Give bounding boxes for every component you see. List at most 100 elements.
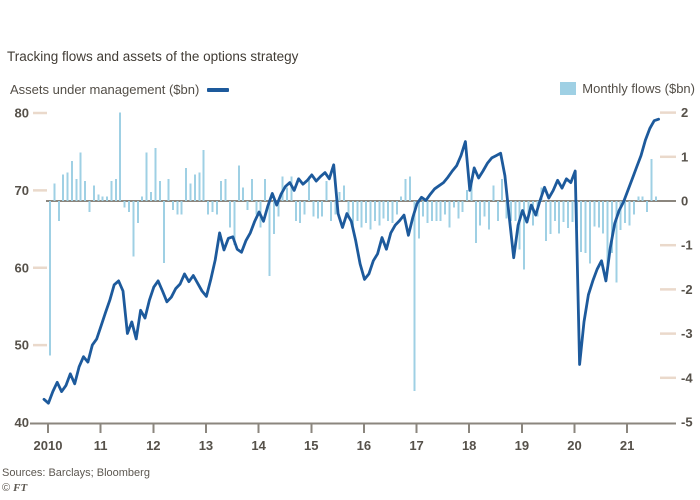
left-axis-label: 60 <box>15 260 29 275</box>
flows-bar-swatch-icon <box>560 82 577 95</box>
flow-bar <box>466 189 468 201</box>
flow-bar <box>558 201 561 234</box>
flow-bar <box>268 201 271 277</box>
flow-bar <box>49 201 51 356</box>
flow-bar <box>308 176 310 201</box>
flow-bar <box>343 185 346 201</box>
flow-bar <box>338 192 341 201</box>
flow-bar <box>593 201 596 227</box>
flow-bar <box>334 201 337 215</box>
x-axis-year-label: 16 <box>357 438 371 453</box>
x-axis-year-label: 13 <box>199 438 213 453</box>
flow-bar <box>413 201 416 392</box>
flow-bar <box>356 201 359 221</box>
flow-bar <box>250 178 253 201</box>
flow-bar <box>553 201 556 221</box>
right-axis-label: 1 <box>681 149 688 164</box>
flow-bar <box>637 196 640 201</box>
flow-bar <box>71 161 73 201</box>
flow-bar <box>531 201 534 226</box>
flow-bar <box>132 201 135 257</box>
flow-bar <box>470 183 473 201</box>
flow-bar <box>66 172 69 201</box>
flow-bar <box>92 185 95 201</box>
flow-bar <box>457 201 460 219</box>
x-axis-year-label: 20 <box>567 438 581 453</box>
flow-bar <box>88 201 91 213</box>
flow-bar <box>501 178 504 201</box>
left-axis-label: 70 <box>15 183 29 198</box>
flow-bar <box>141 196 144 201</box>
flow-bar <box>321 201 324 217</box>
flow-bar <box>163 201 166 263</box>
flow-bar <box>606 201 609 266</box>
flow-bar <box>545 201 548 241</box>
flow-bar <box>75 178 78 201</box>
flow-bar <box>514 201 517 221</box>
flow-bar <box>571 201 574 222</box>
flow-bar <box>202 150 205 201</box>
x-axis-year-label: 15 <box>304 438 318 453</box>
legend-flows: Monthly flows ($bn) <box>560 81 695 96</box>
flow-bar <box>128 201 130 213</box>
flow-bar <box>474 201 477 243</box>
flow-bar <box>189 183 192 201</box>
flow-bar <box>53 183 56 201</box>
flow-bar <box>233 201 236 246</box>
flow-bar <box>549 201 552 235</box>
flow-bar <box>97 194 100 201</box>
flow-bar <box>101 196 104 201</box>
flow-bar <box>154 148 157 201</box>
right-axis-label: -4 <box>681 370 693 385</box>
flow-bar <box>215 201 218 215</box>
left-axis-label: 50 <box>15 338 29 353</box>
flow-bar <box>505 201 508 219</box>
flow-bar <box>277 201 280 217</box>
flow-bar <box>57 201 60 221</box>
flow-bar <box>439 201 442 221</box>
flow-bar <box>404 178 407 201</box>
flow-bar <box>185 167 188 201</box>
flow-bar <box>382 201 385 219</box>
legend-flows-label: Monthly flows ($bn) <box>582 81 695 96</box>
flow-bar <box>567 201 569 228</box>
flow-bar <box>171 201 174 210</box>
flow-bar <box>461 201 464 213</box>
flow-bar <box>360 201 363 228</box>
flow-bar <box>426 201 429 224</box>
x-axis-year-label: 2010 <box>34 438 63 453</box>
flow-bar <box>207 201 209 215</box>
x-axis-year-label: 14 <box>251 438 266 453</box>
flow-bar <box>580 201 583 252</box>
flow-bar <box>452 201 455 208</box>
flow-bar <box>330 201 332 221</box>
flow-bar <box>167 178 170 201</box>
x-axis-year-label: 21 <box>620 438 634 453</box>
x-axis-year-label: 17 <box>409 438 423 453</box>
flow-bar <box>158 181 161 201</box>
flow-bar <box>509 201 512 221</box>
flow-bar <box>624 201 627 224</box>
x-axis-year-label: 12 <box>146 438 160 453</box>
flow-bar <box>654 196 657 201</box>
flow-bar <box>286 187 289 201</box>
flow-bar <box>650 159 653 201</box>
flow-bar <box>518 201 521 250</box>
flow-bar <box>479 201 482 226</box>
flow-bar <box>448 201 451 228</box>
flow-bar <box>562 201 565 222</box>
flow-bar <box>325 181 328 201</box>
flow-bar <box>589 201 591 264</box>
flow-bar <box>119 112 122 201</box>
flow-bar <box>114 178 117 201</box>
flow-bar <box>610 201 613 254</box>
flow-bar <box>312 201 315 217</box>
legend-aum: Assets under management ($bn) <box>10 82 230 97</box>
flow-bar <box>378 201 381 226</box>
right-axis-label: -5 <box>681 415 693 430</box>
flow-bar <box>391 201 394 224</box>
flow-bar <box>290 176 293 201</box>
flow-bar <box>145 152 148 201</box>
flow-bar <box>632 201 635 215</box>
flow-bar <box>110 181 113 201</box>
